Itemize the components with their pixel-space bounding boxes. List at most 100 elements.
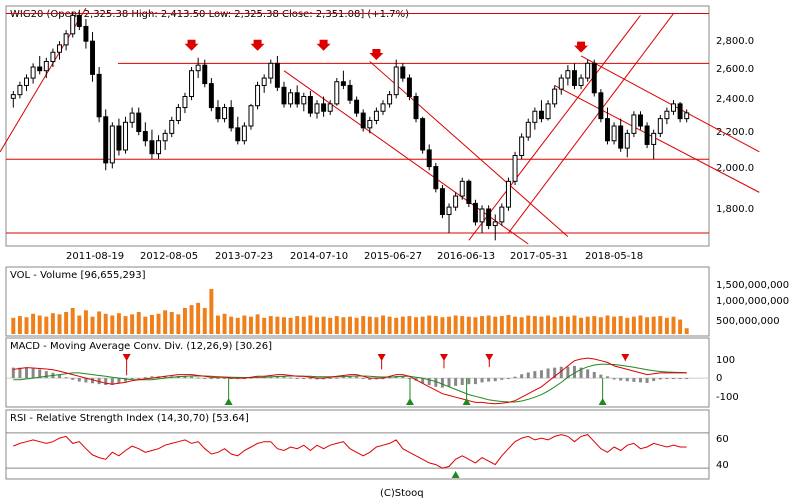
candle-body	[631, 114, 637, 134]
macd-histogram-bar	[31, 368, 35, 379]
candle-body	[545, 103, 551, 120]
macd-histogram-bar	[467, 378, 471, 385]
trend-line	[508, 13, 674, 234]
volume-bar	[367, 316, 372, 334]
volume-bar	[618, 316, 623, 334]
volume-bar	[130, 314, 135, 334]
volume-bar	[400, 316, 405, 334]
volume-bar	[559, 316, 564, 334]
volume-bar	[64, 312, 69, 334]
macd-histogram-bar	[605, 376, 609, 379]
macd-histogram-bar	[196, 377, 200, 379]
volume-bar	[215, 315, 220, 334]
macd-histogram-bar	[11, 367, 15, 379]
candle-body	[651, 132, 657, 145]
candle-body	[472, 202, 478, 223]
macd-histogram-bar	[315, 378, 319, 380]
macd-histogram-bar	[434, 378, 438, 387]
volume-bar	[519, 317, 524, 334]
volume-bar	[361, 316, 366, 334]
macd-histogram-bar	[44, 371, 48, 379]
macd-histogram-bar	[117, 378, 121, 384]
macd-histogram-bar	[328, 378, 332, 380]
macd-histogram-bar	[480, 378, 484, 383]
price-x-tick-label: 2015-06-27	[364, 251, 422, 262]
volume-bar	[328, 317, 333, 334]
candle-body	[387, 94, 393, 105]
volume-y-tick-label: 500,000,000	[716, 316, 780, 327]
macd-histogram-bar	[533, 371, 537, 379]
macd-histogram-bar	[163, 376, 167, 379]
volume-bar	[473, 317, 478, 334]
candle-body	[532, 110, 538, 123]
volume-bar	[288, 317, 293, 334]
macd-histogram-bar	[249, 377, 253, 379]
macd-histogram-bar	[269, 376, 273, 379]
candle-body	[585, 62, 591, 79]
candle-body	[538, 110, 544, 120]
volume-bar	[11, 317, 16, 334]
volume-bar	[341, 317, 346, 334]
macd-histogram-bar	[295, 378, 299, 380]
volume-bar	[156, 313, 161, 334]
macd-histogram-bar	[216, 378, 220, 380]
volume-bar	[116, 313, 121, 334]
volume-bar	[169, 312, 174, 334]
price-y-tick-label: 2,800.0	[716, 36, 754, 47]
rsi-panel-frame	[5, 409, 710, 480]
macd-panel-frame	[5, 337, 710, 408]
macd-histogram-bar	[143, 377, 147, 379]
sell-signal-arrow	[250, 39, 265, 51]
macd-histogram-bar	[592, 371, 596, 379]
candle-body	[321, 103, 327, 112]
macd-histogram-bar	[223, 378, 227, 380]
volume-bar	[242, 315, 247, 334]
macd-panel-title: MACD - Moving Average Conv. Div. (12,26,…	[10, 341, 272, 352]
rsi-y-tick-label: 60	[716, 434, 729, 445]
macd-histogram-bar	[407, 378, 411, 380]
candle-body	[248, 105, 254, 127]
macd-histogram-bar	[355, 376, 359, 379]
candle-body	[453, 195, 459, 208]
macd-histogram-bar	[586, 369, 590, 379]
sell-signal-arrow	[574, 41, 589, 53]
macd-histogram-bar	[209, 378, 213, 380]
footer-credit: (C)Stooq	[380, 488, 424, 499]
macd-sell-marker	[439, 354, 448, 361]
candle-body	[446, 206, 452, 215]
candle-body	[380, 103, 386, 112]
macd-histogram-bar	[190, 376, 194, 379]
volume-panel-title: VOL - Volume [96,655,293]	[10, 270, 146, 281]
trend-line	[369, 61, 569, 237]
macd-histogram-bar	[282, 376, 286, 379]
macd-histogram-bar	[130, 378, 134, 380]
volume-bar	[546, 315, 551, 334]
candle-body	[565, 70, 571, 79]
volume-bar	[631, 316, 636, 334]
candle-body	[241, 125, 247, 142]
macd-histogram-bar	[652, 378, 656, 382]
macd-histogram-bar	[619, 378, 623, 381]
volume-bar	[248, 316, 253, 334]
candle-body	[195, 64, 201, 72]
price-y-tick-label: 1,800.0	[716, 204, 754, 215]
macd-histogram-bar	[348, 376, 352, 379]
volume-bar	[447, 316, 452, 334]
macd-histogram-bar	[671, 378, 675, 380]
candle-body	[261, 77, 267, 86]
candle-body	[400, 66, 406, 79]
macd-histogram-bar	[275, 376, 279, 379]
macd-histogram-bar	[579, 367, 583, 379]
volume-bar	[57, 314, 62, 334]
candle-body	[671, 103, 676, 112]
candle-body	[83, 25, 89, 42]
candle-body	[624, 132, 630, 149]
candle-body	[70, 14, 76, 35]
macd-histogram-bar	[368, 378, 372, 380]
candle-body	[327, 103, 333, 112]
candle-body	[499, 206, 505, 223]
candle-body	[17, 84, 23, 96]
volume-bar	[136, 312, 141, 334]
candle-body	[354, 99, 360, 114]
